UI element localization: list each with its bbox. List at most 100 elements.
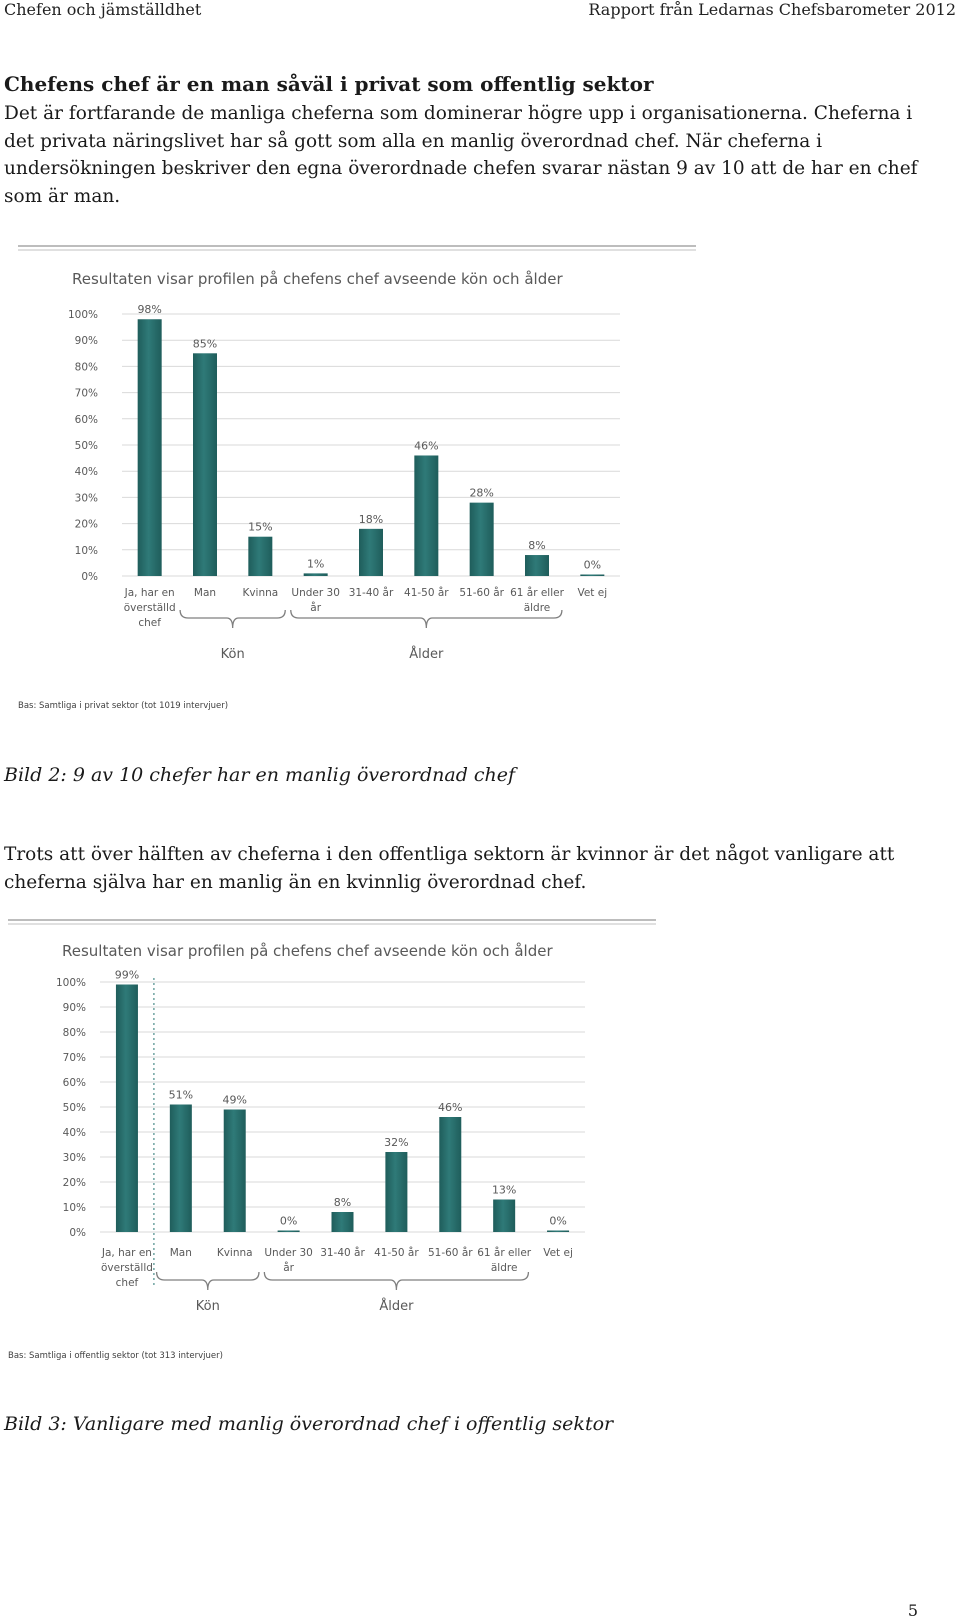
category-label: 41-50 år xyxy=(374,1246,419,1259)
figure-private-sector-chart: Resultaten visar profilen på chefens che… xyxy=(10,238,700,718)
section-heading: Chefens chef är en man såväl i privat so… xyxy=(4,72,654,96)
y-tick-label: 30% xyxy=(63,1152,86,1164)
bar-value-label: 32% xyxy=(384,1136,408,1149)
bar-value-label: 1% xyxy=(307,557,324,570)
category-label: Under 30 år xyxy=(291,587,339,614)
y-tick-label: 10% xyxy=(63,1202,86,1214)
bar-value-label: 13% xyxy=(492,1184,516,1197)
y-tick-label: 100% xyxy=(56,977,86,989)
y-tick-label: 100% xyxy=(68,309,98,321)
y-tick-label: 60% xyxy=(63,1077,86,1089)
y-tick-label: 70% xyxy=(63,1052,86,1064)
y-tick-label: 90% xyxy=(63,1002,86,1014)
bar-value-label: 0% xyxy=(549,1215,566,1228)
bar-value-label: 51% xyxy=(169,1089,193,1102)
bar-value-label: 98% xyxy=(137,303,161,316)
category-label: 31-40 år xyxy=(320,1246,365,1259)
figure-caption-2: Bild 2: 9 av 10 chefer har en manlig öve… xyxy=(4,764,516,786)
bar xyxy=(277,1230,300,1232)
running-header-right: Rapport från Ledarnas Chefsbarometer 201… xyxy=(588,0,956,19)
category-label: Kvinna xyxy=(217,1247,253,1259)
group-label: Kön xyxy=(196,1299,220,1314)
bar-value-label: 18% xyxy=(359,513,383,526)
bar xyxy=(248,536,273,576)
y-tick-label: 0% xyxy=(81,571,98,583)
y-tick-label: 50% xyxy=(75,440,98,452)
bar xyxy=(385,1152,408,1232)
category-label: Under 30 år xyxy=(264,1247,312,1274)
y-tick-label: 30% xyxy=(75,492,98,504)
category-label: Kvinna xyxy=(242,587,278,599)
y-tick-label: 40% xyxy=(75,466,98,478)
chart-title: Resultaten visar profilen på chefens che… xyxy=(62,942,553,960)
category-label: 51-60 år xyxy=(459,586,504,599)
group-brace xyxy=(263,1271,530,1291)
bar-value-label: 8% xyxy=(528,539,545,552)
y-tick-label: 0% xyxy=(69,1227,86,1239)
running-header-left: Chefen och jämställdhet xyxy=(4,0,202,19)
group-label: Ålder xyxy=(379,1298,414,1314)
category-label: 41-50 år xyxy=(404,586,449,599)
y-tick-label: 60% xyxy=(75,414,98,426)
group-brace xyxy=(179,609,286,629)
base-note: Bas: Samtliga i offentlig sektor (tot 31… xyxy=(8,1351,223,1361)
bar xyxy=(414,455,439,576)
group-brace xyxy=(155,1271,260,1291)
category-label: Vet ej xyxy=(543,1247,573,1259)
chart-title: Resultaten visar profilen på chefens che… xyxy=(72,270,563,288)
category-label: Ja, har en överställd chef xyxy=(101,1247,153,1289)
category-label: 61 år eller äldre xyxy=(510,586,565,614)
y-tick-label: 90% xyxy=(75,335,98,347)
bar xyxy=(359,528,383,576)
y-tick-label: 10% xyxy=(75,545,98,557)
category-label: 31-40 år xyxy=(349,586,394,599)
bar xyxy=(493,1199,516,1232)
category-label: 61 år eller äldre xyxy=(477,1246,532,1274)
bar-value-label: 0% xyxy=(280,1215,297,1228)
category-label: Ja, har en överställd chef xyxy=(124,587,176,629)
base-note: Bas: Samtliga i privat sektor (tot 1019 … xyxy=(18,701,228,711)
bar xyxy=(469,502,494,576)
page-number: 5 xyxy=(907,1601,918,1620)
bar-value-label: 0% xyxy=(584,559,601,572)
group-label: Kön xyxy=(221,647,245,662)
y-tick-label: 80% xyxy=(75,361,98,373)
bar xyxy=(169,1104,192,1232)
paragraph-public-sector: Trots att över hälften av cheferna i den… xyxy=(4,844,895,893)
y-tick-label: 20% xyxy=(63,1177,86,1189)
group-brace xyxy=(290,609,563,629)
category-label: Man xyxy=(170,1247,192,1259)
y-tick-label: 40% xyxy=(63,1127,86,1139)
group-label: Ålder xyxy=(409,646,444,662)
bar xyxy=(525,555,549,576)
bar xyxy=(115,984,138,1232)
bar xyxy=(303,573,328,576)
category-label: Man xyxy=(194,587,216,599)
bar-value-label: 49% xyxy=(222,1094,246,1107)
figure-caption-3: Bild 3: Vanligare med manlig överordnad … xyxy=(4,1413,614,1435)
y-tick-label: 70% xyxy=(75,388,98,400)
bar xyxy=(331,1212,354,1232)
bar-value-label: 46% xyxy=(414,439,438,452)
category-label: 51-60 år xyxy=(428,1246,473,1259)
bar-value-label: 8% xyxy=(334,1196,351,1209)
figure-public-sector-chart: Resultaten visar profilen på chefens che… xyxy=(0,910,660,1370)
bar-value-label: 85% xyxy=(193,337,217,350)
paragraph-private-sector: Det är fortfarande de manliga cheferna s… xyxy=(4,103,918,207)
bar-value-label: 46% xyxy=(438,1101,462,1114)
bar-value-label: 15% xyxy=(248,521,272,534)
bar xyxy=(580,574,605,576)
bar-value-label: 28% xyxy=(469,487,493,500)
bar xyxy=(439,1117,462,1232)
bar xyxy=(137,319,162,576)
bar-value-label: 99% xyxy=(115,969,139,982)
bar xyxy=(193,353,217,576)
y-tick-label: 80% xyxy=(63,1027,86,1039)
bar xyxy=(223,1109,246,1232)
y-tick-label: 50% xyxy=(63,1102,86,1114)
bar-chart: Resultaten visar profilen på chefens che… xyxy=(18,245,696,711)
category-label: Vet ej xyxy=(577,587,607,599)
y-tick-label: 20% xyxy=(75,519,98,531)
bar xyxy=(547,1230,570,1232)
bar-chart: Resultaten visar profilen på chefens che… xyxy=(8,919,656,1361)
